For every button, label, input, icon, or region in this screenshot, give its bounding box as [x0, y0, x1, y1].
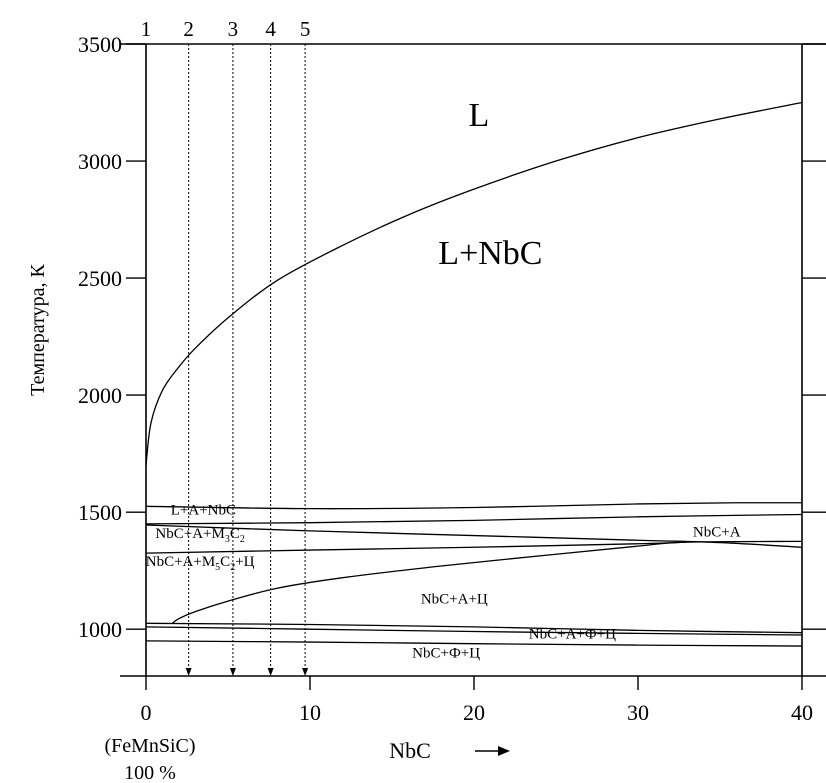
plot-frame	[120, 43, 826, 677]
x-tick-label: 40	[791, 700, 813, 725]
boundary-upper-3	[145, 524, 803, 548]
y-tick-label: 3000	[78, 149, 122, 174]
boundary-solidus-top	[145, 502, 803, 510]
region-label: NbC+A+M3C2	[155, 526, 244, 545]
region-label: NbC+Ф+Ц	[412, 645, 480, 661]
region-label: L+A+NbC	[171, 502, 236, 518]
region-label: L	[469, 97, 490, 134]
section-arrow	[267, 668, 274, 676]
y-tick-label: 1000	[78, 617, 122, 642]
boundary-cementite	[171, 540, 803, 624]
y-tick-label: 2000	[78, 383, 122, 408]
axis-ticks: 1000 1500 2000 2500 3000 3500 0 10 20 30 40	[78, 32, 826, 725]
x-origin-caption-line2: 100 %	[124, 762, 176, 783]
region-label: NbC+A+M5C2+Ц	[146, 554, 255, 573]
section-arrow	[185, 668, 192, 676]
x-tick-label: 0	[141, 700, 152, 725]
phase-region-labels: L L+NbC L+A+NbC NbC+A+M3C2 NbC+A+M5C2+Ц NbC+A…	[146, 97, 741, 661]
x-axis-label: NbC	[389, 738, 431, 763]
section-label: 1	[141, 17, 152, 41]
section-label: 5	[300, 17, 311, 41]
region-label: L+NbC	[438, 235, 542, 272]
boundary-liquidus	[145, 101, 803, 466]
section-arrow	[229, 668, 236, 676]
boundary-lower-3	[145, 640, 803, 647]
y-axis-label: Температура, К	[27, 264, 49, 396]
section-label: 2	[183, 17, 194, 41]
x-axis-arrow	[475, 746, 510, 756]
boundary-upper-4	[145, 541, 688, 554]
phase-boundaries	[145, 101, 803, 647]
x-origin-caption-line1: (FeMnSiC)	[104, 735, 195, 757]
y-tick-label: 1500	[78, 500, 122, 525]
x-tick-label: 20	[463, 700, 485, 725]
region-label: NbC+A+Ц	[421, 591, 488, 607]
region-label: NbC+A+Ф+Ц	[529, 627, 616, 643]
boundary-lower-2	[145, 626, 803, 636]
region-label: NbC+A	[693, 525, 741, 541]
x-tick-label: 10	[299, 700, 321, 725]
section-arrow	[302, 668, 309, 676]
section-label: 4	[265, 17, 276, 41]
section-label: 3	[228, 17, 239, 41]
x-tick-label: 30	[627, 700, 649, 725]
boundary-lower-1	[145, 622, 803, 634]
y-tick-label: 3500	[78, 32, 122, 57]
y-tick-label: 2500	[78, 266, 122, 291]
boundary-upper-2	[145, 513, 803, 525]
